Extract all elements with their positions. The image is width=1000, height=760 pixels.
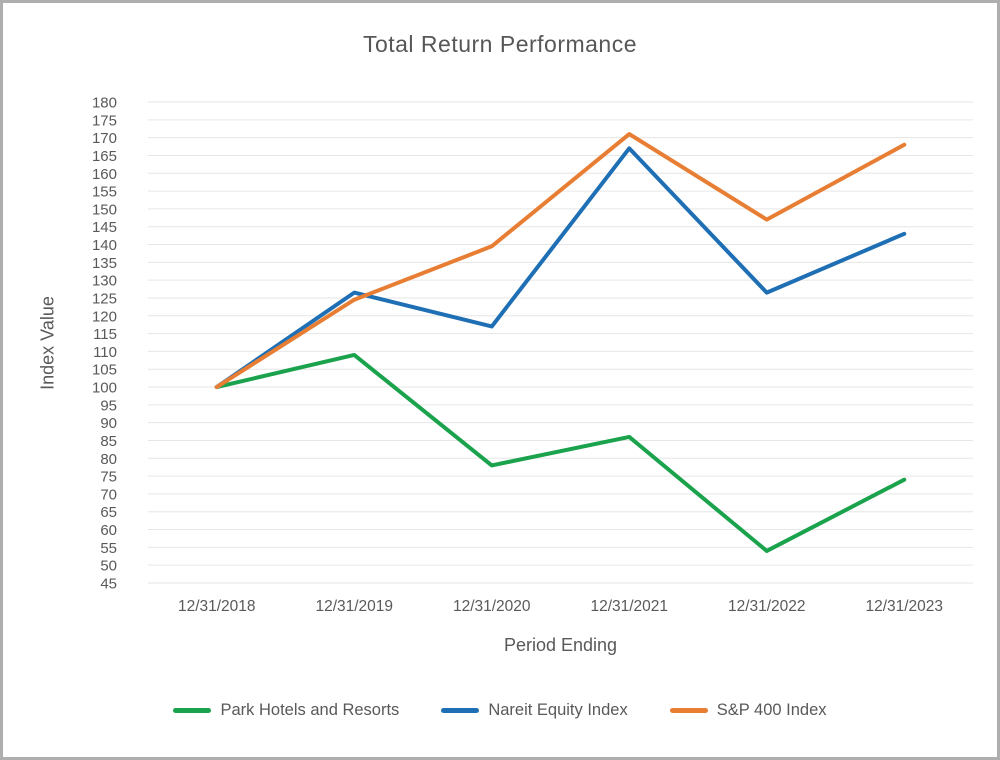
legend-label: S&P 400 Index — [716, 701, 827, 719]
y-tick-label: 150 — [92, 201, 117, 218]
y-tick-label: 130 — [92, 273, 117, 290]
legend-item-2: S&P 400 Index — [669, 701, 827, 720]
y-tick-label: 100 — [92, 380, 117, 397]
y-tick-label: 75 — [100, 469, 117, 486]
legend-label: Nareit Equity Index — [488, 701, 628, 719]
y-tick-label: 165 — [92, 148, 117, 165]
x-tick-label: 12/31/2020 — [453, 598, 531, 615]
y-axis-title: Index Value — [37, 296, 58, 390]
legend-item-0: Park Hotels and Resorts — [173, 701, 399, 720]
legend-swatch-icon — [173, 708, 212, 713]
x-axis-title: Period Ending — [503, 635, 618, 655]
x-tick-label: 12/31/2022 — [728, 598, 806, 615]
y-tick-label: 85 — [100, 433, 117, 450]
y-tick-label: 175 — [92, 112, 117, 129]
y-tick-label: 50 — [100, 558, 117, 575]
y-tick-label: 70 — [100, 486, 117, 503]
y-tick-label: 170 — [92, 130, 117, 147]
legend-swatch-icon — [441, 708, 480, 713]
legend-label: Park Hotels and Resorts — [220, 701, 400, 719]
x-tick-label: 12/31/2018 — [178, 598, 256, 615]
y-tick-label: 135 — [92, 255, 117, 272]
y-tick-label: 145 — [92, 219, 117, 236]
y-tick-label: 155 — [92, 184, 117, 201]
y-tick-label: 55 — [100, 540, 117, 557]
y-tick-label: 105 — [92, 362, 117, 379]
legend-item-1: Nareit Equity Index — [441, 701, 628, 720]
y-tick-label: 120 — [92, 308, 117, 325]
y-tick-label: 65 — [100, 504, 117, 521]
y-tick-label: 45 — [100, 576, 117, 593]
y-tick-label: 115 — [93, 326, 117, 343]
series-line-1 — [214, 146, 907, 390]
x-tick-label: 12/31/2021 — [590, 598, 668, 615]
x-tick-label: 12/31/2019 — [315, 598, 393, 615]
y-tick-label: 60 — [100, 522, 117, 539]
y-tick-label: 125 — [92, 290, 117, 307]
y-tick-label: 95 — [100, 397, 117, 414]
y-tick-label: 110 — [93, 344, 117, 361]
series-line-2 — [214, 132, 907, 390]
legend-swatch-icon — [669, 708, 708, 713]
y-tick-label: 90 — [100, 415, 117, 432]
series-line-0 — [214, 352, 907, 553]
plot-area: 4550556065707580859095100105110115120125… — [92, 95, 973, 615]
y-tick-label: 80 — [100, 451, 117, 468]
y-tick-label: 180 — [92, 95, 117, 112]
y-tick-label: 140 — [92, 237, 117, 254]
chart-title: Total Return Performance — [362, 31, 638, 57]
x-tick-label: 12/31/2023 — [865, 598, 943, 615]
y-tick-label: 160 — [92, 166, 117, 183]
legend: Park Hotels and Resorts Nareit Equity Ind… — [3, 701, 997, 720]
